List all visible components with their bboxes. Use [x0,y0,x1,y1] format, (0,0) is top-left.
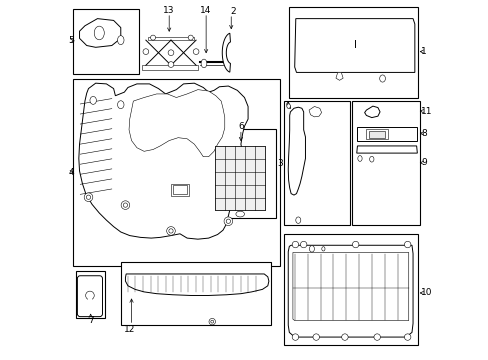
Text: 3: 3 [277,159,283,168]
Polygon shape [80,19,121,47]
Polygon shape [335,72,343,80]
Text: 2: 2 [230,7,235,16]
Text: 6: 6 [238,122,244,131]
Bar [147,37,194,40]
Circle shape [300,241,306,248]
Circle shape [168,50,174,55]
Bar [73,79,280,266]
Circle shape [188,35,193,40]
Bar [88,297,92,304]
Text: 1: 1 [421,47,426,56]
Bar [215,146,265,211]
Ellipse shape [379,75,385,82]
Circle shape [312,334,319,340]
Bar [173,185,186,194]
Bar [284,101,349,225]
Circle shape [292,334,298,340]
Bar [73,9,139,74]
Ellipse shape [90,96,96,104]
Circle shape [373,334,380,340]
Ellipse shape [295,217,300,224]
Text: 14: 14 [200,6,211,15]
Polygon shape [294,19,414,72]
Bar [289,7,417,98]
Ellipse shape [321,247,325,251]
Bar [284,234,418,345]
Circle shape [142,49,148,54]
Bar [210,129,276,218]
Polygon shape [222,33,230,72]
Circle shape [168,229,173,233]
Circle shape [292,241,298,248]
Circle shape [168,62,174,67]
Text: 12: 12 [124,325,136,334]
Polygon shape [364,106,379,118]
Polygon shape [287,107,305,195]
Ellipse shape [94,26,104,40]
Circle shape [208,319,215,325]
Bar [368,131,384,138]
Circle shape [123,203,127,207]
Ellipse shape [369,156,373,162]
Polygon shape [125,274,268,296]
Text: 13: 13 [163,6,175,15]
Bar [121,262,271,325]
Circle shape [210,320,213,323]
Polygon shape [79,83,247,239]
Polygon shape [287,245,412,337]
Ellipse shape [309,246,314,252]
Text: 8: 8 [421,129,426,138]
Circle shape [341,334,347,340]
Polygon shape [357,127,416,140]
Circle shape [85,291,94,300]
Circle shape [404,334,410,340]
Polygon shape [356,146,416,153]
Bar [366,129,387,139]
FancyBboxPatch shape [77,276,102,317]
Text: 11: 11 [421,107,432,116]
Polygon shape [129,90,224,157]
Ellipse shape [235,211,244,217]
Polygon shape [292,252,408,320]
Ellipse shape [286,104,290,108]
Polygon shape [308,107,321,117]
Ellipse shape [201,59,206,68]
Circle shape [121,201,129,210]
Circle shape [86,195,90,199]
Text: 5: 5 [69,36,74,45]
Text: 10: 10 [421,288,432,297]
Bar [142,65,198,69]
Text: 9: 9 [421,158,426,167]
Ellipse shape [117,36,124,45]
Text: 4: 4 [69,168,74,177]
Circle shape [193,49,199,54]
Ellipse shape [117,101,124,109]
Circle shape [166,226,175,235]
Bar [76,271,105,318]
Circle shape [84,193,93,202]
Text: 7: 7 [88,316,93,325]
Bar [351,101,419,225]
Circle shape [150,35,155,40]
Polygon shape [171,184,188,196]
Circle shape [224,217,232,226]
Circle shape [352,241,358,248]
Ellipse shape [357,156,362,161]
Circle shape [404,241,410,248]
Circle shape [226,219,230,224]
